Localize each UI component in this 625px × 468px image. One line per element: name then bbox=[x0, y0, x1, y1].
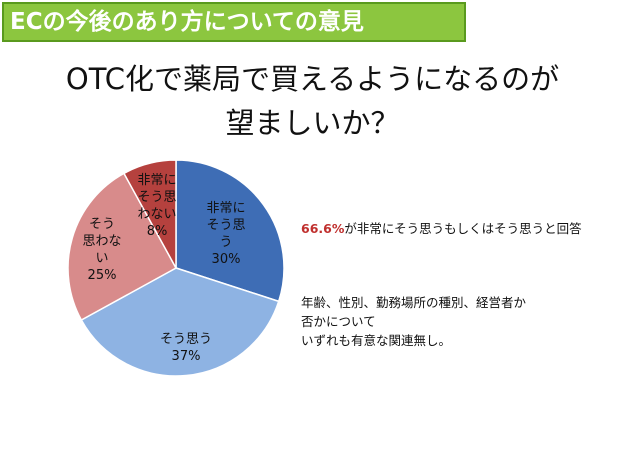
slice-category-label: 非常に bbox=[137, 173, 176, 188]
slide-title-line-1: OTC化で薬局で買えるようになるのが bbox=[65, 62, 560, 96]
slice-percentage-label: 37% bbox=[172, 349, 201, 364]
slice-category-label: そう思う bbox=[160, 332, 212, 347]
slice-category-label: そう bbox=[89, 217, 115, 232]
summary-percentage: 66.6% bbox=[301, 221, 345, 236]
detail-line: 否かについて bbox=[301, 314, 376, 329]
slice-percentage-label: 30% bbox=[212, 252, 241, 267]
slice-category-label: わない bbox=[137, 207, 176, 222]
summary-text: が非常にそう思うもしくはそう思うと回答 bbox=[344, 221, 582, 236]
pie-slice bbox=[122, 159, 177, 269]
slice-category-label: そう思 bbox=[137, 190, 176, 205]
slice-category-label: 非常に bbox=[206, 201, 245, 216]
slice-category-label: そう思 bbox=[206, 218, 245, 233]
slice-percentage-label: 8% bbox=[147, 224, 168, 239]
slice-category-label: う bbox=[219, 235, 232, 250]
summary-note: 66.6%が非常にそう思うもしくはそう思うと回答 bbox=[301, 218, 582, 237]
slide-title-line-2: 望ましいか？ bbox=[225, 106, 400, 140]
pie-slice bbox=[175, 159, 285, 303]
slice-category-label: 思わな bbox=[82, 234, 121, 249]
pie-slice bbox=[67, 172, 178, 322]
pie-slice bbox=[80, 267, 280, 377]
section-banner: ECの今後のあり方についての意見 bbox=[2, 2, 466, 42]
detail-line: いずれも有意な関連無し。 bbox=[301, 333, 452, 348]
detail-note: 年齢、性別、勤務場所の種別、経営者か 否かについて いずれも有意な関連無し。 bbox=[301, 293, 601, 350]
slice-category-label: い bbox=[95, 251, 108, 266]
slice-percentage-label: 25% bbox=[88, 268, 117, 283]
detail-line: 年齢、性別、勤務場所の種別、経営者か bbox=[301, 295, 527, 310]
